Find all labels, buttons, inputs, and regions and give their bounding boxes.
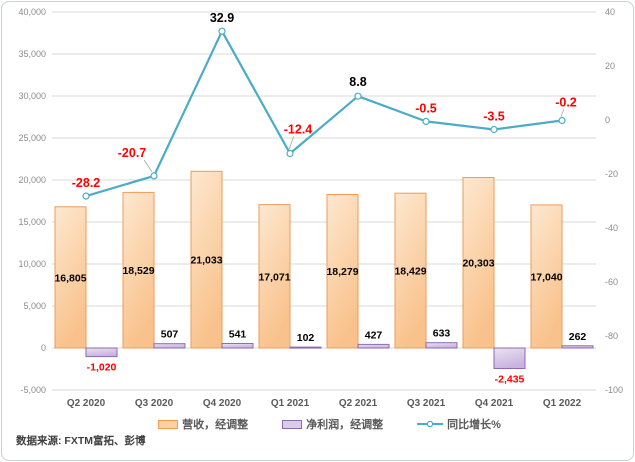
revenue-bar-label: 18,279 xyxy=(326,266,358,278)
profit-bar xyxy=(221,343,254,349)
right-axis-tick-label: 40 xyxy=(605,7,615,17)
left-axis-tick-label: -5,000 xyxy=(20,385,46,395)
right-axis-tick-label: -60 xyxy=(605,277,618,287)
profit-bar xyxy=(357,343,390,349)
category-label: Q3 2020 xyxy=(135,398,174,409)
growth-line-label: -20.7 xyxy=(118,146,147,160)
profit-bar xyxy=(493,347,526,369)
legend-label-growth: 同比增长% xyxy=(447,419,501,431)
revenue-bar xyxy=(54,206,87,349)
growth-line xyxy=(85,30,563,198)
category-label: Q4 2020 xyxy=(203,398,242,409)
growth-line-marker xyxy=(150,172,158,180)
left-axis-tick-label: 20,000 xyxy=(18,175,46,185)
label-leader-line xyxy=(560,109,565,117)
profit-bar-label: 507 xyxy=(161,329,179,341)
legend-item-profit: 净利润，经调整 xyxy=(282,416,383,432)
label-leader-line xyxy=(288,136,294,150)
left-axis-tick-label: 0 xyxy=(41,343,46,353)
category-label: Q2 2020 xyxy=(67,398,106,409)
profit-bar-label: 102 xyxy=(297,332,315,344)
growth-line-marker xyxy=(558,116,566,125)
revenue-bar-label: 20,303 xyxy=(462,258,494,270)
growth-line-marker xyxy=(82,192,90,200)
revenue-bar xyxy=(462,177,495,349)
revenue-bar-label: 16,805 xyxy=(54,272,86,284)
profit-bar xyxy=(289,346,322,349)
category-label: Q4 2021 xyxy=(475,398,514,409)
profit-bar xyxy=(425,342,458,349)
profit-bar-label: -2,435 xyxy=(495,374,525,386)
left-axis-tick-label: 25,000 xyxy=(18,133,46,143)
right-axis-tick-label: 0 xyxy=(605,115,610,125)
source-note: 数据来源: FXTM富拓、彭博 xyxy=(16,435,146,447)
left-axis-tick-label: 15,000 xyxy=(18,217,46,227)
revenue-bar-label: 17,071 xyxy=(258,271,290,283)
revenue-bar-label: 18,529 xyxy=(122,265,154,277)
revenue-bar xyxy=(122,191,155,349)
growth-line-marker xyxy=(490,125,498,134)
growth-line-marker xyxy=(422,117,430,126)
left-axis-tick-label: 40,000 xyxy=(18,7,46,17)
growth-line-label: -0.5 xyxy=(415,101,437,115)
left-axis-tick-label: 5,000 xyxy=(23,301,46,311)
growth-line-label: 32.9 xyxy=(210,11,234,25)
profit-bar xyxy=(85,347,118,358)
growth-line-label: -12.4 xyxy=(284,123,313,137)
profit-bar-label: 633 xyxy=(433,328,451,340)
right-axis-tick-label: -80 xyxy=(605,331,618,341)
right-axis-tick-label: -20 xyxy=(605,169,618,179)
category-label: Q2 2021 xyxy=(339,398,378,409)
profit-bar-label: 541 xyxy=(229,329,247,341)
legend-label-profit: 净利润，经调整 xyxy=(306,419,384,431)
left-axis-tick-label: 35,000 xyxy=(18,49,46,59)
profit-bar-label: -1,020 xyxy=(87,362,117,374)
revenue-bar xyxy=(394,192,427,349)
revenue-bar-label: 17,040 xyxy=(530,271,562,283)
growth-line-label: -0.2 xyxy=(555,96,577,110)
profit-bar xyxy=(153,343,186,349)
right-axis-tick-label: -40 xyxy=(605,223,618,233)
left-axis-tick-label: 30,000 xyxy=(18,91,46,101)
revenue-bar-label: 18,429 xyxy=(394,266,426,278)
revenue-swatch-icon xyxy=(158,419,179,429)
legend-item-revenue: 营收，经调整 xyxy=(158,416,248,432)
growth-line-label: 8.8 xyxy=(349,75,366,89)
category-label: Q1 2022 xyxy=(543,398,582,409)
revenue-bar xyxy=(258,204,291,349)
growth-line-marker xyxy=(218,27,226,35)
legend-item-growth: 同比增长% xyxy=(417,416,501,432)
right-axis-tick-label: -100 xyxy=(605,385,623,395)
growth-line-marker xyxy=(354,92,362,100)
label-leader-line xyxy=(143,159,153,173)
revenue-bar xyxy=(190,170,223,349)
revenue-bar-label: 21,033 xyxy=(190,255,222,267)
growth-line-marker xyxy=(286,149,294,158)
growth-line-label: -3.5 xyxy=(483,110,505,124)
revenue-bar xyxy=(326,194,359,349)
profit-bar-label: 427 xyxy=(365,329,383,341)
profit-bar xyxy=(561,345,594,349)
category-label: Q3 2021 xyxy=(407,398,446,409)
chart-legend: 营收，经调整 净利润，经调整 同比增长% xyxy=(14,416,633,432)
growth-line-icon xyxy=(417,419,444,429)
profit-swatch-icon xyxy=(282,419,303,429)
combo-chart-plot: 40,000 35,000 30,000 25,000 20,000 15,000 10,0… xyxy=(18,7,623,409)
right-axis-tick-label: 20 xyxy=(605,61,615,71)
revenue-bar xyxy=(530,204,563,349)
left-axis-tick-label: 10,000 xyxy=(18,259,46,269)
profit-bar-label: 262 xyxy=(569,331,587,343)
growth-line-label: -28.2 xyxy=(72,176,101,190)
category-label: Q1 2021 xyxy=(271,398,310,409)
legend-label-revenue: 营收，经调整 xyxy=(182,419,249,431)
